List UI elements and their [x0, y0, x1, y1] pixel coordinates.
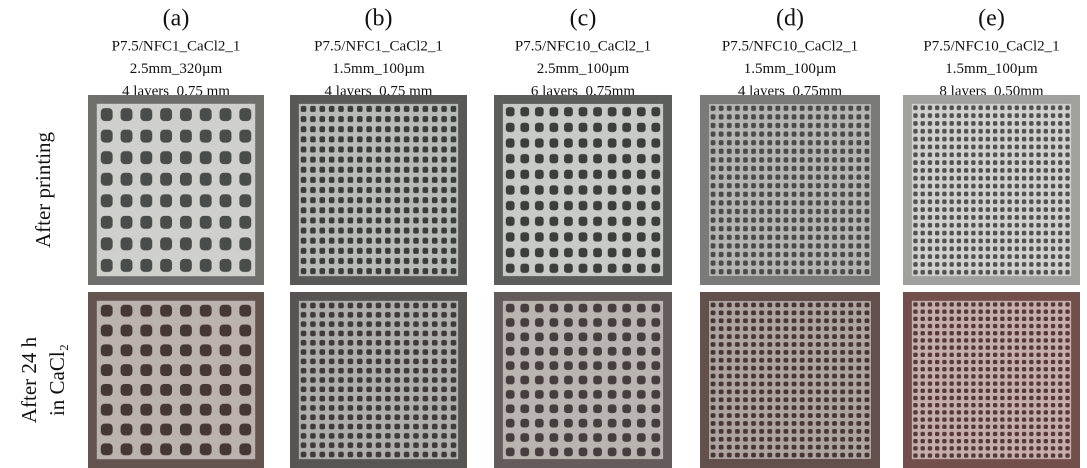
figure: (a)P7.5/NFC1_CaCl2_12.5mm_320µm4 layers_…	[0, 0, 1087, 468]
row-label: After 24 h	[17, 336, 41, 423]
scaffold-photo	[290, 292, 467, 468]
column-info: 2.5mm_100µm	[537, 61, 630, 77]
column-label: (e)	[978, 6, 1005, 32]
column-label: (c)	[570, 6, 597, 32]
scaffold-photo	[700, 95, 880, 285]
column-info: P7.5/NFC10_CaCl2_1	[515, 38, 651, 54]
column-label: (b)	[365, 6, 393, 32]
scaffold-photo	[700, 292, 880, 468]
scaffold-photo	[290, 95, 467, 285]
scaffold-photo	[903, 292, 1080, 468]
column-info: P7.5/NFC1_CaCl2_1	[314, 38, 443, 54]
scaffold-photo	[88, 292, 264, 468]
scaffold-photo	[903, 95, 1080, 285]
column-info: P7.5/NFC10_CaCl2_1	[722, 38, 858, 54]
column-info: P7.5/NFC10_CaCl2_1	[923, 38, 1059, 54]
column-label: (d)	[776, 6, 804, 32]
column-info: 1.5mm_100µm	[744, 61, 837, 77]
scaffold-photo	[88, 95, 264, 285]
scaffold-photo	[494, 292, 672, 468]
row-label: After printing	[31, 131, 55, 248]
scaffold-photo	[494, 95, 672, 285]
column-info: 1.5mm_100µm	[945, 61, 1038, 77]
row-label: in CaCl₂	[45, 344, 69, 416]
column-info: 2.5mm_320µm	[130, 61, 223, 77]
column-info: P7.5/NFC1_CaCl2_1	[112, 38, 241, 54]
column-info: 1.5mm_100µm	[332, 61, 425, 77]
column-label: (a)	[163, 6, 190, 32]
